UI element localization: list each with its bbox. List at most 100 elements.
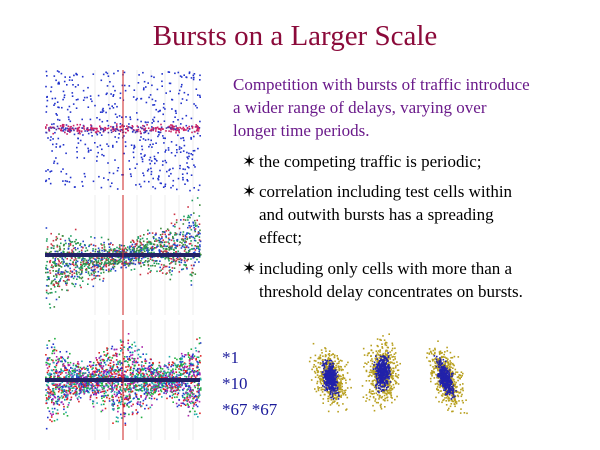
- dot: [66, 84, 68, 86]
- dot: [185, 114, 188, 117]
- dot: [334, 392, 336, 394]
- dot: [50, 373, 53, 375]
- dot: [170, 152, 173, 154]
- dot: [72, 364, 75, 367]
- dot: [51, 352, 53, 355]
- dot: [65, 262, 67, 265]
- dot: [187, 414, 190, 417]
- dot: [175, 221, 178, 224]
- dot: [137, 411, 139, 414]
- dot: [53, 346, 56, 349]
- dot: [115, 381, 117, 383]
- dot: [52, 359, 54, 362]
- dot: [51, 399, 53, 402]
- dot: [52, 350, 54, 352]
- dot: [60, 266, 63, 268]
- dot: [84, 377, 87, 379]
- dot: [75, 99, 78, 101]
- dot: [179, 368, 182, 371]
- dot: [193, 374, 195, 376]
- dot: [121, 400, 123, 403]
- dot: [133, 246, 135, 248]
- dot: [177, 177, 180, 180]
- dot: [150, 369, 152, 371]
- dot: [96, 381, 99, 384]
- dot: [170, 369, 172, 372]
- dot: [46, 357, 49, 359]
- dot: [162, 137, 165, 139]
- dot: [162, 160, 164, 163]
- dot: [328, 353, 331, 355]
- dot: [117, 167, 120, 169]
- dot: [65, 173, 68, 175]
- dot: [165, 374, 167, 377]
- dot: [168, 175, 170, 177]
- dot: [119, 246, 121, 248]
- dot: [139, 250, 142, 253]
- dot: [149, 365, 152, 367]
- dot: [78, 271, 80, 274]
- dot: [170, 273, 173, 276]
- dot: [80, 266, 82, 268]
- dot: [123, 404, 125, 406]
- dot: [158, 133, 160, 136]
- dot: [72, 247, 75, 250]
- dot: [80, 277, 83, 280]
- dot: [81, 75, 84, 78]
- dot: [173, 389, 176, 392]
- dot: [162, 135, 164, 137]
- dot: [191, 271, 193, 274]
- dot: [69, 375, 71, 377]
- dot: [99, 144, 102, 147]
- dot: [192, 407, 194, 410]
- dot: [120, 129, 123, 131]
- dot: [186, 259, 188, 262]
- dot: [68, 130, 71, 132]
- dot: [167, 381, 169, 384]
- dot: [127, 365, 129, 368]
- dot: [82, 263, 85, 265]
- dot: [198, 393, 201, 396]
- dot: [78, 131, 81, 134]
- dot: [109, 367, 112, 369]
- dot: [114, 370, 116, 372]
- dot: [57, 264, 60, 267]
- dot: [69, 130, 72, 133]
- dot: [112, 244, 114, 246]
- dot: [159, 366, 162, 369]
- dot: [163, 381, 165, 384]
- dot: [137, 374, 140, 376]
- dot: [135, 361, 138, 364]
- dot: [123, 405, 126, 407]
- dot: [85, 247, 87, 249]
- dot: [181, 355, 184, 357]
- dot: [121, 248, 124, 250]
- dot: [104, 400, 106, 403]
- dot: [166, 391, 168, 393]
- dot: [56, 270, 58, 272]
- dot: [141, 369, 143, 371]
- dot: [172, 393, 175, 395]
- dot: [87, 106, 90, 108]
- dot: [337, 389, 339, 391]
- dot: [55, 298, 58, 301]
- dot: [109, 376, 112, 379]
- dot: [136, 389, 138, 391]
- dot: [52, 413, 54, 415]
- dot: [128, 160, 130, 162]
- dot: [104, 261, 106, 263]
- dot: [193, 187, 195, 189]
- dot: [102, 395, 104, 397]
- dot: [200, 378, 202, 381]
- dot: [147, 252, 149, 254]
- dot: [151, 395, 153, 397]
- dot: [137, 126, 139, 128]
- dot: [186, 216, 189, 219]
- dot: [71, 241, 74, 243]
- dot: [147, 121, 149, 124]
- dot: [191, 400, 193, 403]
- dot: [58, 268, 60, 270]
- dot: [119, 347, 122, 349]
- dot: [129, 359, 131, 361]
- dot: [72, 124, 75, 127]
